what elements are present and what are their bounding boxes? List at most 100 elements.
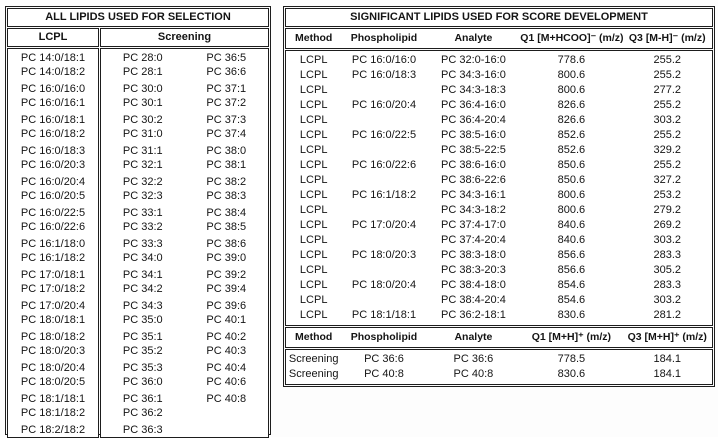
method-cell: LCPL [299,174,328,186]
q3-mz-cell: 269.2 [653,219,681,231]
analyte-cell: PC 38:3-20:3 [441,264,506,276]
screening-lipid-cell: PC 39:2 [206,269,247,281]
lcpl-lipid-cell: PC 17:0/20:4 [20,300,86,312]
analyte-cell: PC 36:4-16:0 [441,99,506,111]
screening-lipid-cell: PC 35:1 [122,331,163,343]
q1-mz-cell: 856.6 [557,264,586,276]
screening-lipid-cell: PC 30:1 [122,97,163,109]
screening-lipid-cell: PC 40:1 [206,314,247,326]
screening-lipid-cell: PC 28:0 [122,52,163,64]
table-row: LCPL PC 37:4-20:4 840.6 303.2 [286,233,712,248]
lcpl-lipid-list: PC 14:0/18:1 PC 14:0/18:2 PC 16:0/16:0 P… [7,48,99,438]
screening-lipid-row: PC 28:1 PC 36:6 [101,65,268,79]
screening-lipid-cell: PC 32:1 [122,159,163,171]
lcpl-lipid-cell: PC 16:0/20:4 [20,176,86,188]
screening-lipid-cell: PC 36:1 [122,393,163,405]
screening-lipid-cell: PC 38:4 [206,207,247,219]
method-cell: Screening [288,353,339,365]
lcpl-lipid-cell: PC 17:0/18:2 [20,283,86,295]
lcpl-lipid-cell: PC 16:0/18:1 [20,114,86,126]
screening-lipid-row: PC 32:3 PC 38:3 [101,189,268,203]
screening-lipid-cell: PC 31:0 [122,128,163,140]
method-cell: LCPL [299,144,328,156]
lcpl-lipid-cell: PC 16:0/20:3 [20,159,86,171]
method-cell: LCPL [299,309,328,321]
screening-lipid-cell: PC 32:2 [122,176,163,188]
screening-lipid-cell: PC 38:5 [206,221,247,233]
screening-lipid-row: PC 28:0 PC 36:5 [101,51,268,65]
screening-lipid-cell: PC 38:3 [206,190,247,202]
analyte-cell: PC 32:0-16:0 [441,54,506,66]
table-row: LCPL PC 17:0/20:4 PC 37:4-17:0 840.6 269… [286,218,712,233]
phospholipid-cell [341,233,426,248]
q1-mz-cell: 854.6 [557,294,586,306]
screening-lipid-row: PC 34:2 PC 39:4 [101,282,268,296]
table-row: LCPL PC 16:0/22:5 PC 38:5-16:0 852.6 255… [286,128,712,143]
screening-lipid-cell: PC 40:8 [206,393,247,405]
screening-lipid-row: PC 35:0 PC 40:1 [101,313,268,327]
screening-lipid-cell: PC 35:2 [122,345,163,357]
phospholipid-cell: PC 16:0/16:0 [351,54,417,66]
screening-lipid-cell: PC 37:2 [206,97,247,109]
phospholipid-cell [341,203,426,218]
table-row: Screening PC 36:6 PC 36:6 778.5 184.1 [286,352,712,367]
method-cell: Screening [288,368,339,380]
screening-lipid-cell: PC 34:3 [122,300,163,312]
phospholipid-cell: PC 16:0/18:3 [351,69,417,81]
method-cell: LCPL [299,129,328,141]
screening-lipid-cell: PC 40:4 [206,362,247,374]
lcpl-lipid-cell: PC 18:2/18:2 [20,424,86,436]
significant-lipids-table-title: SIGNIFICANT LIPIDS USED FOR SCORE DEVELO… [285,8,713,27]
analyte-cell: PC 36:2-18:1 [441,309,506,321]
lcpl-lipid-cell: PC 16:0/16:0 [20,83,86,95]
table-row: LCPL PC 18:1/18:1 PC 36:2-18:1 830.6 281… [286,308,712,323]
q1-mz-cell: 852.6 [557,129,586,141]
screening-lipid-cell: PC 38:2 [206,176,247,188]
screening-lipid-cell: PC 30:2 [122,114,163,126]
screening-lipid-cell: PC 33:2 [122,221,163,233]
q1-mz-cell: 840.6 [557,219,586,231]
header-method: Method [295,32,333,44]
screening-lipid-cell: PC 40:2 [206,331,247,343]
header-q3-mh: Q3 [M-H]⁻ (m/z) [628,32,706,44]
header-q3-mh: Q3 [M+H]⁺ (m/z) [627,331,707,343]
screening-lipid-row: PC 32:2 PC 38:2 [101,175,268,189]
screening-lipid-row: PC 32:1 PC 38:1 [101,158,268,172]
phospholipid-cell [341,173,426,188]
q1-mz-cell: 830.6 [557,368,586,380]
screening-lipid-cell: PC 36:0 [122,376,163,388]
analyte-cell: PC 34:3-16:1 [441,189,506,201]
q1-mz-cell: 800.6 [557,204,586,216]
screening-lipid-cell: PC 35:3 [122,362,163,374]
screening-lipid-cell: PC 36:6 [206,66,247,78]
phospholipid-cell [341,293,426,308]
analyte-cell: PC 34:3-16:0 [441,69,506,81]
q3-mz-cell: 281.2 [653,309,681,321]
screening-lipid-row: PC 33:3 PC 38:6 [101,237,268,251]
analyte-cell: PC 36:4-20:4 [441,114,506,126]
q3-mz-cell: 255.2 [653,159,681,171]
q1-mz-cell: 850.6 [557,174,586,186]
all-lipids-table-title: ALL LIPIDS USED FOR SELECTION [7,8,269,27]
header-phospholipid: Phospholipid [350,32,418,44]
q3-mz-cell: 279.2 [653,204,681,216]
screening-lipid-row: PC 35:3 PC 40:4 [101,361,268,375]
screening-lipid-cell: PC 30:0 [122,83,163,95]
q1-mz-cell: 778.6 [557,54,586,66]
phospholipid-cell: PC 18:1/18:1 [351,309,417,321]
table-row: LCPL PC 38:4-20:4 854.6 303.2 [286,293,712,308]
q1-mz-cell: 830.6 [557,309,586,321]
q3-mz-cell: 184.1 [653,353,681,365]
phospholipid-cell [341,143,426,158]
header-analyte: Analyte [454,331,493,343]
header-q1-mh: Q1 [M+H]⁺ (m/z) [531,331,612,343]
phospholipid-cell: PC 17:0/20:4 [351,219,417,231]
analyte-cell: PC 34:3-18:3 [441,84,506,96]
screening-lipid-row: PC 33:1 PC 38:4 [101,206,268,220]
q3-mz-cell: 184.1 [653,368,681,380]
lcpl-lipid-cell: PC 16:1/18:2 [20,252,86,264]
screening-lipid-row: PC 35:2 PC 40:3 [101,344,268,358]
screening-lipid-cell: PC 28:1 [122,66,163,78]
header-phospholipid: Phospholipid [350,331,418,343]
q3-mz-cell: 305.2 [653,264,681,276]
